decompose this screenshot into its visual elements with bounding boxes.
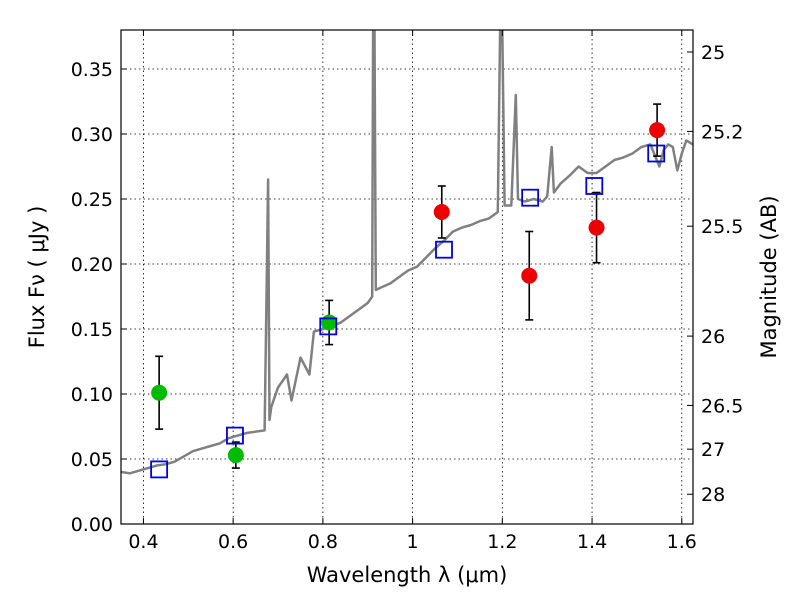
model-point xyxy=(150,460,169,479)
y-tick-label: 0.05 xyxy=(71,449,113,471)
data-point xyxy=(433,204,450,220)
y-tick-label: 0.30 xyxy=(71,124,113,146)
y-tick-label: 0.00 xyxy=(71,514,113,536)
x-tick-label: 0.4 xyxy=(128,531,158,553)
y2-tick-label: 25 xyxy=(701,42,725,64)
y2-axis-title: Magnitude (AB) xyxy=(757,195,781,358)
y-tick-label: 0.10 xyxy=(71,384,113,406)
x-tick-label: 0.8 xyxy=(308,531,338,553)
data-point xyxy=(151,384,168,401)
x-axis: 0.4 0.6 0.8 1 1.2 1.4 1.6 xyxy=(128,30,697,553)
data-point xyxy=(649,122,666,139)
model-point xyxy=(521,188,540,207)
data-point xyxy=(521,267,538,284)
model-point xyxy=(585,177,604,195)
data-point xyxy=(588,219,605,236)
model-point xyxy=(647,144,666,163)
y2-tick-label: 26 xyxy=(701,326,725,348)
model-point xyxy=(319,317,338,336)
y-axis-right: 25 25.2 25.5 26 26.5 27 28 xyxy=(687,42,743,506)
y2-tick-label: 28 xyxy=(701,484,725,506)
x-tick-label: 1.6 xyxy=(667,531,697,553)
y-tick-label: 0.15 xyxy=(71,319,113,341)
plot-area xyxy=(121,30,693,479)
model-point xyxy=(226,426,244,445)
y2-tick-label: 25.2 xyxy=(701,121,743,143)
y-axis-left: 0.00 0.05 0.10 0.15 0.20 0.25 0.30 0.35 xyxy=(71,59,127,536)
x-tick-label: 1.4 xyxy=(577,531,607,553)
data-point xyxy=(321,314,338,331)
x-tick-label: 0.6 xyxy=(218,531,248,553)
data-point xyxy=(227,447,244,464)
y-tick-label: 0.20 xyxy=(71,254,113,276)
y-tick-label: 0.25 xyxy=(71,189,113,211)
model-spectrum-line xyxy=(121,30,693,475)
x-tick-label: 1 xyxy=(407,531,419,553)
y-axis-title: Flux Fν ( μJy ) xyxy=(25,206,49,349)
plot-frame xyxy=(120,29,694,525)
grid xyxy=(121,30,693,524)
y2-tick-label: 25.5 xyxy=(701,216,743,238)
model-point xyxy=(435,240,453,259)
y2-tick-label: 26.5 xyxy=(701,395,743,417)
y2-tick-label: 27 xyxy=(701,439,725,461)
y-tick-label: 0.35 xyxy=(71,59,113,81)
x-tick-label: 1.2 xyxy=(487,531,517,553)
x-axis-title: Wavelength λ (μm) xyxy=(307,563,508,587)
